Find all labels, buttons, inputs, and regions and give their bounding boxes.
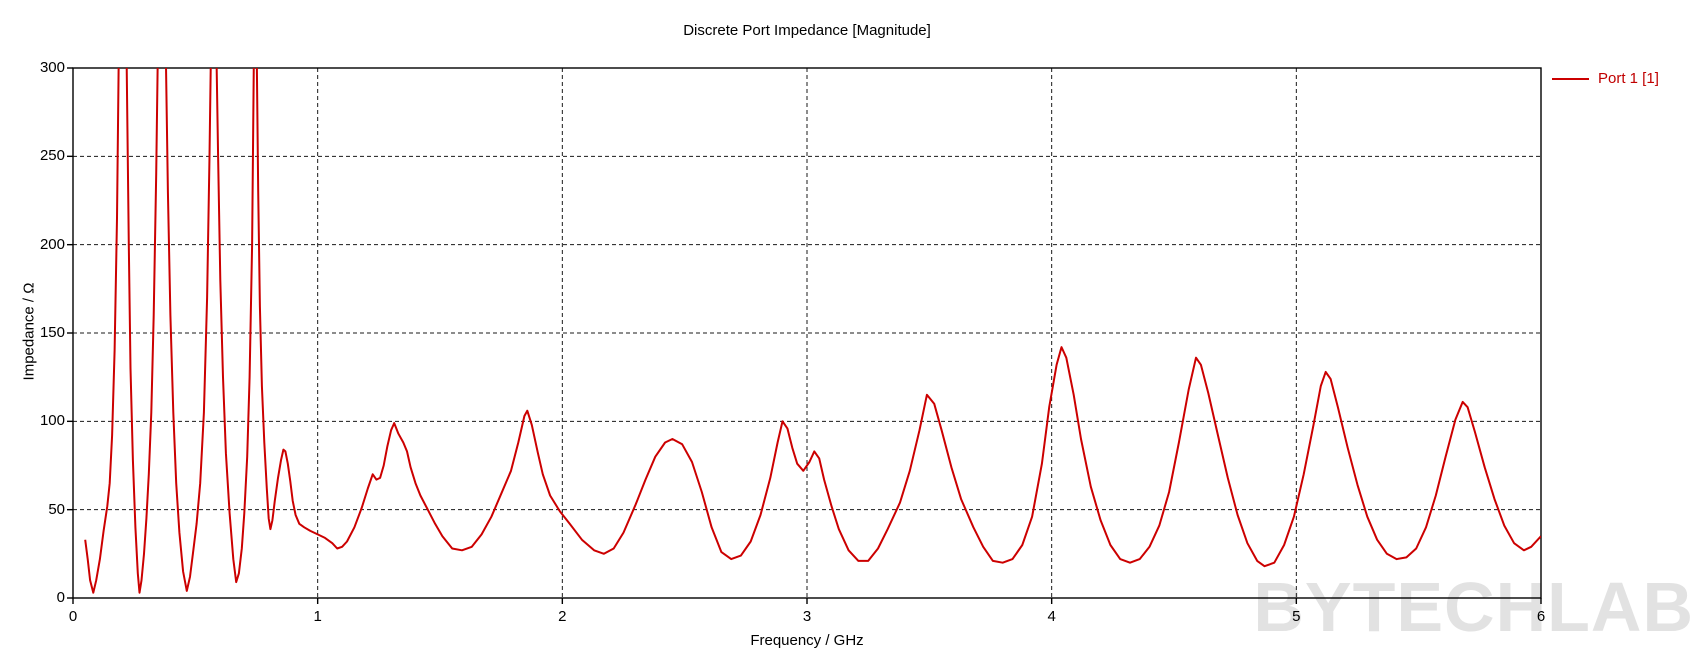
x-tick-label: 4	[1047, 608, 1056, 625]
y-tick-label: 250	[39, 147, 65, 165]
watermark: BYTECHLAB	[1253, 568, 1694, 646]
chart-title: Discrete Port Impedance [Magnitude]	[683, 22, 931, 39]
x-tick-label: 5	[1292, 608, 1301, 625]
legend: Port 1 [1]	[1552, 70, 1659, 87]
y-tick-label: 0	[56, 589, 65, 606]
y-tick-label: 150	[39, 324, 65, 341]
legend-series-label: Port 1 [1]	[1598, 70, 1659, 87]
y-tick-label: 100	[39, 412, 65, 430]
y-tick-label: 300	[39, 59, 65, 76]
x-tick-label: 0	[68, 608, 78, 625]
y-tick-label: 50	[48, 500, 65, 518]
x-axis-label: Frequency / GHz	[750, 632, 864, 649]
x-tick-label: 2	[558, 608, 567, 625]
x-tick-label: 3	[802, 608, 812, 625]
y-tick-label: 200	[39, 235, 65, 253]
x-tick-label: 1	[313, 608, 322, 625]
x-tick-label: 6	[1536, 608, 1546, 625]
legend-line-sample-icon	[1552, 77, 1589, 80]
